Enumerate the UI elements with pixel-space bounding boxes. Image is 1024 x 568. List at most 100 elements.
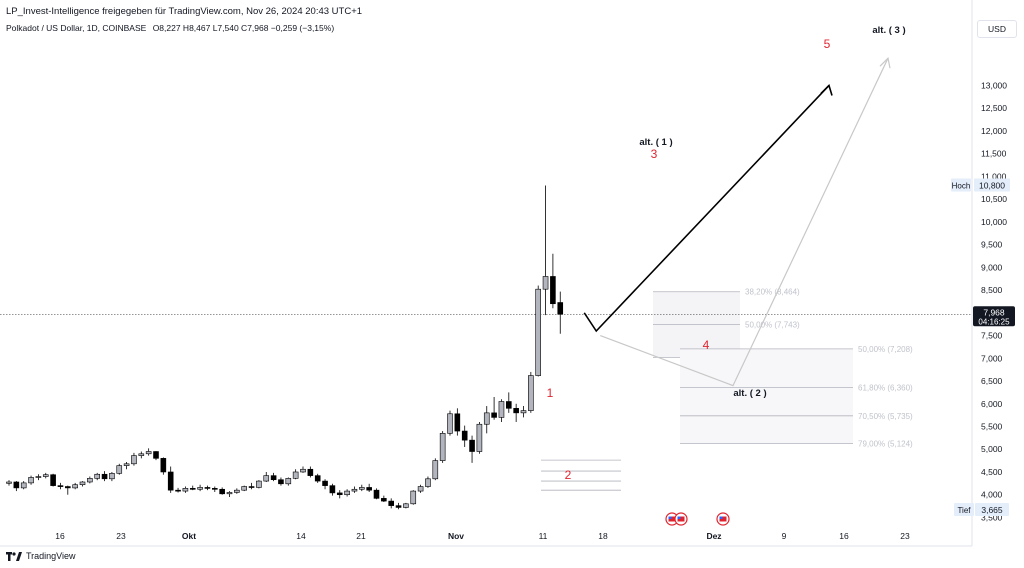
- candle-body: [65, 486, 71, 489]
- candle-body: [461, 430, 468, 441]
- x-tick-label: 16: [839, 531, 849, 541]
- candle: [212, 486, 218, 492]
- y-tick-label: 6,500: [981, 376, 1003, 386]
- candle: [395, 502, 402, 510]
- candle-body: [270, 475, 277, 481]
- candle: [20, 481, 27, 490]
- price-axis: 3,500 4,000 4,500 5,000 5,500 6,000 6,500 7,000…: [0, 0, 1015, 547]
- candle: [528, 371, 534, 413]
- candle-body: [425, 478, 431, 487]
- alt-wave-label: alt. ( 3 ): [872, 25, 905, 36]
- y-tick-label: 11,000: [981, 171, 1007, 181]
- low-badge: Tief 3,665: [954, 502, 1009, 516]
- candle-body: [513, 408, 519, 414]
- candle-body: [388, 500, 395, 506]
- fib-alt-label: 61,80% (6,360): [858, 383, 913, 392]
- y-tick-label: 4,000: [981, 490, 1003, 500]
- candle: [197, 484, 203, 492]
- candle-body: [13, 481, 20, 489]
- candle-body: [483, 412, 490, 425]
- candle: [439, 431, 446, 463]
- y-tick-label: 4,500: [981, 467, 1003, 477]
- candle: [469, 435, 475, 463]
- event-flag-icon: [674, 512, 688, 526]
- projection-alt-path: [600, 57, 889, 387]
- candle: [285, 477, 292, 486]
- y-tick-label: 10,500: [981, 194, 1007, 204]
- candle-body: [314, 475, 321, 482]
- wave-label: 1: [547, 386, 554, 400]
- candle-body: [344, 490, 350, 496]
- candle-body: [248, 486, 255, 488]
- candle: [329, 483, 336, 496]
- x-tick-label: 11: [539, 531, 548, 541]
- x-tick-label: 21: [356, 531, 366, 541]
- y-tick-label: 3,500: [981, 512, 1003, 522]
- candle: [307, 466, 314, 478]
- candle: [57, 482, 64, 490]
- y-tick-label: 12,000: [981, 126, 1007, 136]
- candle-body: [72, 484, 78, 489]
- candle-body: [241, 486, 247, 491]
- symbol-legend: Polkadot / US Dollar, 1D, COINBASE O8,22…: [6, 23, 334, 33]
- wave-label: 5: [824, 37, 831, 51]
- candle-body: [307, 468, 314, 476]
- candle: [263, 471, 270, 482]
- candle-body: [6, 481, 12, 484]
- candle-body: [469, 439, 475, 452]
- tradingview-brand[interactable]: TradingView: [6, 551, 76, 561]
- candle: [226, 491, 233, 497]
- high-badge: Hoch 10,800: [951, 178, 1010, 192]
- candle-body: [109, 473, 115, 480]
- candle-body: [116, 465, 123, 474]
- candle: [476, 421, 483, 454]
- tradingview-logo-icon: [6, 551, 22, 561]
- candle: [145, 448, 152, 456]
- candle: [550, 253, 556, 309]
- fib-alt-label: 79,00% (5,124): [858, 440, 913, 449]
- candle: [351, 486, 358, 493]
- candle: [28, 475, 34, 485]
- candle: [322, 479, 328, 490]
- candle: [403, 502, 409, 509]
- y-tick-label: 5,500: [981, 422, 1003, 432]
- y-tick-label: 13,000: [981, 80, 1007, 90]
- candle: [417, 484, 424, 493]
- candle-body: [204, 487, 211, 489]
- ohlc-values: O8,227 H8,467 L7,540 C7,968 −0,259 (−3,1…: [152, 23, 335, 33]
- x-tick-label: 18: [598, 531, 608, 541]
- candle: [505, 392, 512, 413]
- candle-body: [535, 288, 542, 376]
- candle: [520, 406, 527, 418]
- candle: [50, 473, 56, 487]
- candle-body: [447, 413, 453, 434]
- candle: [381, 495, 387, 502]
- currency-button[interactable]: USD: [977, 20, 1017, 38]
- alt-wave-label: alt. ( 2 ): [733, 388, 766, 399]
- candle-body: [35, 476, 42, 478]
- candle: [167, 466, 174, 493]
- candle: [189, 485, 196, 491]
- candle-body: [505, 401, 512, 409]
- candle-body: [138, 453, 145, 456]
- candle: [336, 490, 343, 499]
- projection-layer: [583, 56, 891, 387]
- candle: [116, 463, 123, 475]
- y-tick-label: 10,000: [981, 217, 1007, 227]
- candle: [79, 481, 86, 487]
- candle-body: [101, 473, 108, 480]
- fib-alt-zone: [680, 348, 853, 444]
- y-tick-label: 12,500: [981, 103, 1007, 113]
- fib-main-label: 38,20% (8,464): [745, 288, 800, 297]
- candle: [204, 485, 211, 491]
- fibonacci-layer: 38,20% (8,464)50,00% (7,743)61,80% (7,02…: [0, 288, 972, 491]
- symbol-name: Polkadot / US Dollar, 1D, COINBASE: [6, 23, 147, 33]
- candle-body: [87, 478, 93, 483]
- share-header: LP_Invest-Intelligence freigegeben für T…: [6, 6, 363, 17]
- candle-body: [498, 401, 505, 418]
- candle: [314, 473, 321, 483]
- y-tick-label: 11,500: [981, 149, 1007, 159]
- candle: [87, 476, 93, 484]
